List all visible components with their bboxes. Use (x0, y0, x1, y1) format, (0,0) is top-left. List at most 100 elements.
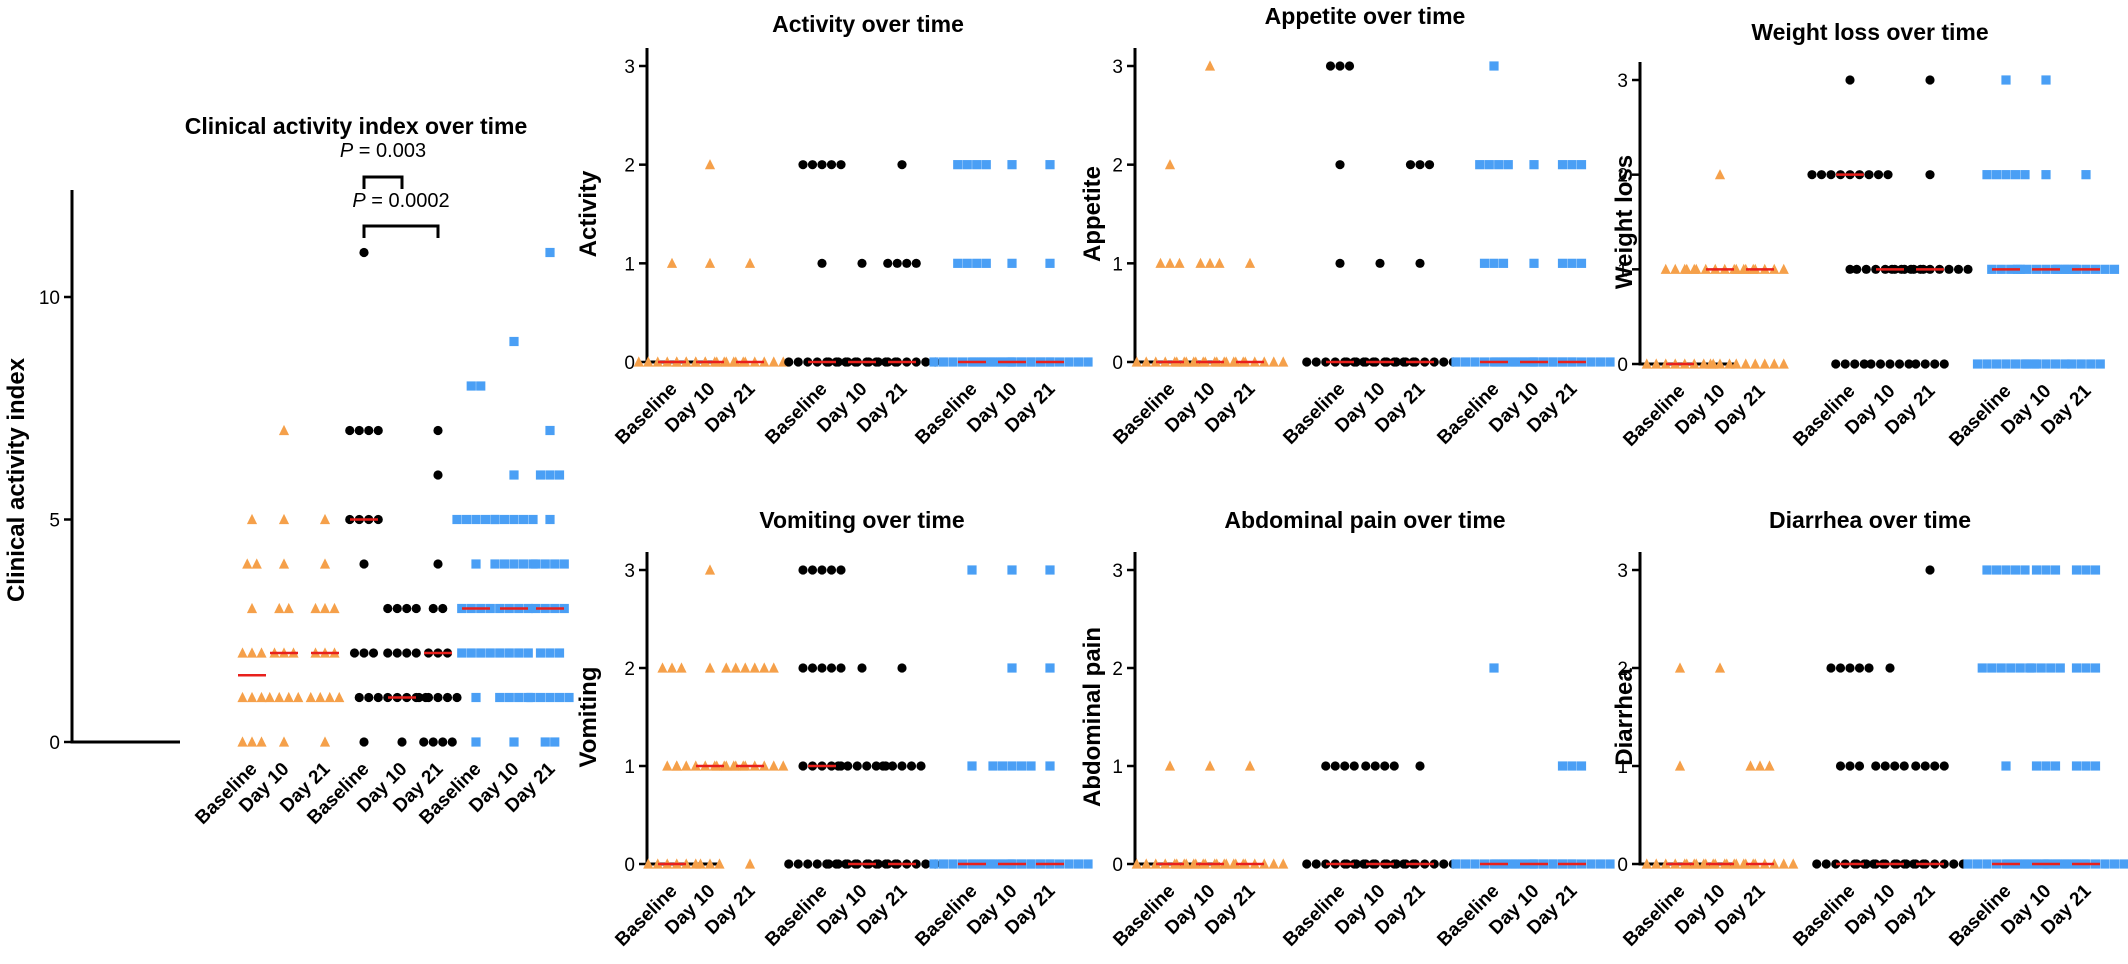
data-point (354, 425, 364, 436)
y-tick-label: 2 (1112, 156, 1123, 177)
data-point (1745, 760, 1756, 771)
data-point (749, 662, 760, 673)
data-point (1991, 359, 2002, 369)
data-point (1750, 358, 1761, 369)
data-point (237, 647, 248, 658)
data-point (768, 356, 779, 367)
data-point (759, 356, 770, 367)
data-point (887, 761, 898, 771)
data-point (1510, 859, 1520, 869)
data-point (1835, 761, 1846, 771)
data-point (535, 470, 546, 480)
data-point (373, 425, 383, 436)
data-point (2109, 859, 2120, 869)
data-point (721, 760, 732, 771)
data-point (345, 425, 355, 436)
data-point (1361, 357, 1371, 367)
data-point (1831, 359, 1841, 369)
data-point (457, 603, 467, 614)
data-point (319, 736, 331, 747)
data-point (411, 648, 421, 658)
data-point (1340, 761, 1350, 771)
data-point (1007, 565, 1017, 575)
data-point (1982, 859, 1992, 869)
data-point (509, 470, 519, 480)
data-point (953, 160, 963, 170)
data-point (2062, 859, 2072, 869)
data-point (383, 603, 393, 614)
data-point (1854, 663, 1865, 673)
data-point (535, 692, 546, 703)
data-point (812, 859, 822, 869)
data-point (1835, 663, 1846, 673)
data-point (1930, 761, 1940, 771)
data-point (2041, 761, 2051, 771)
data-point (807, 663, 818, 673)
data-point (433, 692, 443, 703)
data-point (1769, 858, 1780, 869)
data-point (1859, 359, 1869, 369)
data-point (1714, 662, 1726, 673)
data-point (1871, 761, 1881, 771)
data-point (1415, 160, 1425, 170)
data-point (476, 381, 486, 391)
data-point (1150, 858, 1161, 869)
data-point (397, 737, 407, 747)
data-point (871, 761, 881, 771)
data-point (962, 160, 972, 170)
data-point (246, 513, 258, 525)
data-point (1885, 359, 1895, 369)
data-point (246, 602, 258, 614)
data-point (1939, 761, 1949, 771)
data-point (826, 565, 837, 575)
data-point (690, 760, 701, 771)
data-point (1586, 859, 1596, 869)
data-point (740, 662, 751, 673)
chart-title: Abdominal pain over time (1224, 507, 1505, 533)
p-value-label: P = 0.0002 (352, 190, 449, 212)
data-point (2001, 761, 2011, 771)
data-point (1335, 61, 1345, 71)
data-point (1429, 357, 1439, 367)
data-point (1083, 859, 1093, 869)
data-point (559, 559, 569, 569)
data-point (1311, 859, 1321, 869)
y-tick-label: 1 (624, 254, 635, 275)
data-point (1026, 761, 1036, 771)
data-point (324, 691, 335, 703)
data-point (476, 648, 486, 658)
data-point (897, 663, 907, 673)
data-point (1674, 760, 1686, 771)
data-point (721, 662, 732, 673)
data-point (1778, 858, 1789, 869)
data-point (1920, 761, 1930, 771)
data-point (1660, 263, 1671, 274)
data-point (1244, 760, 1256, 771)
data-point (1489, 663, 1499, 673)
data-point (948, 357, 958, 367)
data-point (559, 603, 569, 614)
data-point (447, 737, 457, 747)
data-point (1816, 170, 1827, 180)
data-point (704, 858, 716, 869)
data-point (1963, 859, 1973, 869)
data-point (1740, 858, 1751, 869)
data-point (1769, 263, 1780, 274)
data-point (902, 258, 912, 268)
data-point (1641, 358, 1652, 369)
data-point (1278, 858, 1289, 869)
data-point (836, 160, 846, 170)
data-point (2100, 859, 2110, 869)
data-point (857, 258, 867, 268)
data-point (988, 357, 998, 367)
data-point (1380, 761, 1390, 771)
data-point (1181, 858, 1192, 869)
data-point (1190, 356, 1201, 367)
data-point (1278, 356, 1289, 367)
data-point (1864, 170, 1874, 180)
data-point (1759, 358, 1770, 369)
data-point (803, 859, 813, 869)
data-point (359, 247, 369, 258)
data-point (1221, 356, 1232, 367)
data-point (1557, 258, 1568, 268)
